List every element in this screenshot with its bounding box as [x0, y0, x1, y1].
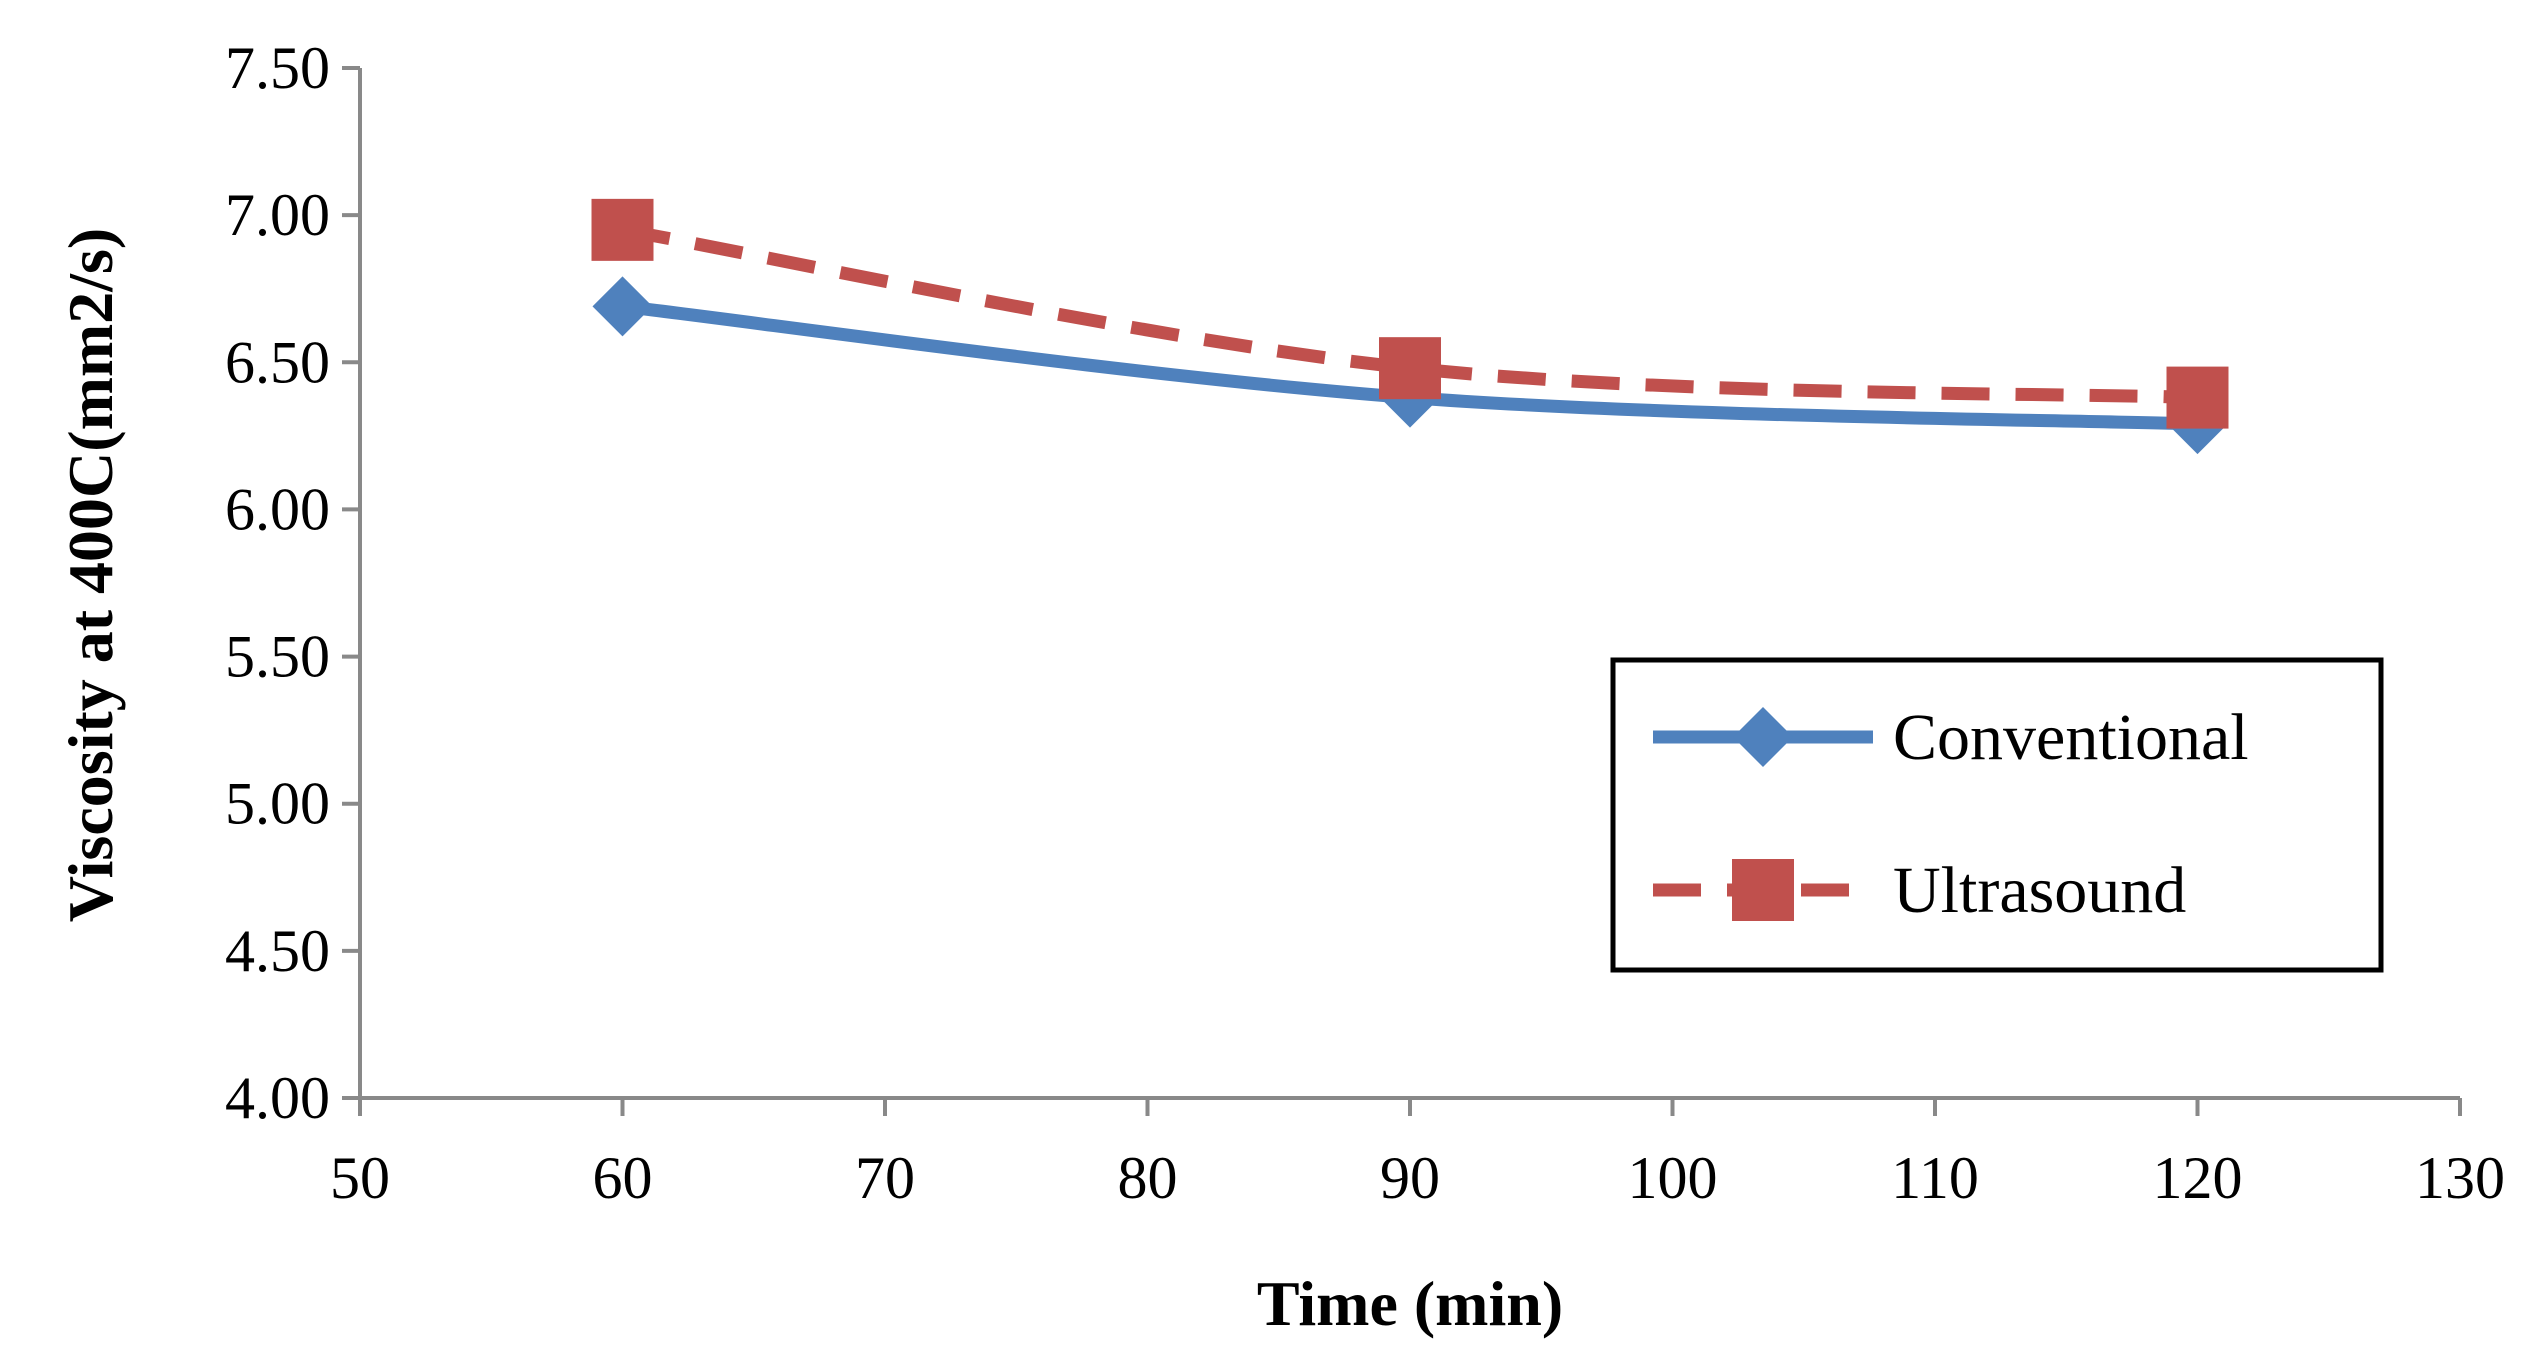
square-data-point — [2166, 366, 2229, 429]
legend-label: Conventional — [1893, 701, 2249, 774]
legend-square-marker — [1732, 859, 1794, 921]
x-tick-label: 70 — [855, 1145, 915, 1211]
legend-entry-ultrasound: Ultrasound — [1653, 854, 2186, 927]
series-layer — [591, 198, 2229, 455]
x-tick-label: 80 — [1118, 1145, 1178, 1211]
legend-label: Ultrasound — [1893, 854, 2186, 927]
y-tick-label: 5.00 — [225, 771, 330, 837]
x-ticks: 50 60 70 80 90 100 110 120 130 — [330, 1098, 2505, 1211]
legend: Conventional Ultrasound — [1610, 657, 2384, 973]
x-tick-label: 90 — [1380, 1145, 1440, 1211]
legend-diamond-marker — [1733, 707, 1793, 767]
y-tick-label: 5.50 — [225, 624, 330, 690]
x-tick-label: 50 — [330, 1145, 390, 1211]
x-tick-label: 100 — [1628, 1145, 1718, 1211]
series-ultrasound — [591, 198, 2229, 429]
x-tick-label: 130 — [2415, 1145, 2505, 1211]
y-tick-label: 6.00 — [225, 476, 330, 542]
diamond-data-point — [592, 276, 653, 337]
x-tick-label: 120 — [2153, 1145, 2243, 1211]
y-ticks: 4.00 4.50 5.00 5.50 6.00 6.50 7.00 7.50 — [225, 35, 360, 1131]
y-tick-label: 4.00 — [225, 1065, 330, 1131]
y-axis-title: Viscosity at 400C(mm2/s) — [55, 228, 126, 922]
x-tick-label: 110 — [1891, 1145, 1979, 1211]
x-tick-label: 60 — [593, 1145, 653, 1211]
square-data-point — [1379, 337, 1441, 400]
legend-entry-conventional: Conventional — [1653, 701, 2249, 774]
square-data-point — [591, 198, 654, 261]
y-tick-label: 7.50 — [225, 35, 330, 101]
y-tick-label: 7.00 — [225, 182, 330, 248]
y-tick-label: 4.50 — [225, 918, 330, 984]
x-axis-title: Time (min) — [1257, 1268, 1563, 1339]
y-tick-label: 6.50 — [225, 329, 330, 395]
